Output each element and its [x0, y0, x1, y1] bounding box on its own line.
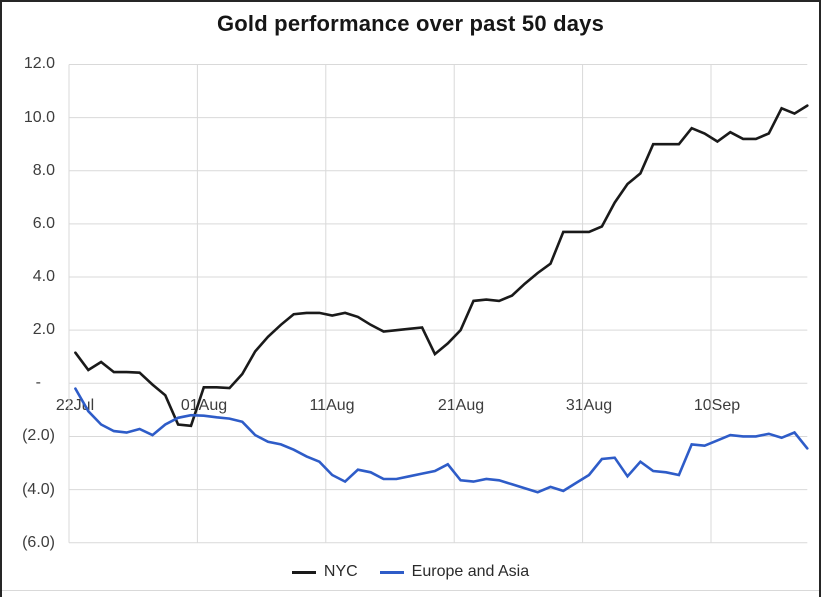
- x-axis-label: 22Jul: [55, 397, 95, 414]
- bottom-divider: [2, 590, 819, 591]
- x-axis-label: 10Sep: [693, 397, 741, 414]
- y-axis-label: 6.0: [32, 215, 55, 232]
- legend-item-nyc: NYC: [291, 563, 358, 581]
- y-axis-label: (2.0): [22, 427, 55, 444]
- legend: NYC Europe and Asia: [2, 563, 819, 581]
- x-axis-label: 21Aug: [437, 397, 485, 414]
- y-axis-label: 4.0: [32, 268, 55, 285]
- y-axis-label: (4.0): [22, 481, 55, 498]
- y-axis-label: (6.0): [22, 534, 55, 551]
- legend-label-nyc: NYC: [323, 563, 358, 580]
- y-axis-label: 2.0: [32, 321, 55, 338]
- nyc-line-swatch: [291, 570, 316, 574]
- legend-item-europe-and-asia: Europe and Asia: [379, 563, 530, 581]
- y-axis-label: 8.0: [32, 162, 55, 179]
- x-axis-label: 31Aug: [565, 397, 613, 414]
- series-line-europe-and-asia: [74, 387, 809, 494]
- legend-label-europe-and-asia: Europe and Asia: [411, 563, 530, 580]
- x-axis-label: 11Aug: [309, 397, 355, 414]
- x-axis-label: 01Aug: [180, 397, 228, 414]
- series-line-nyc: [74, 104, 809, 428]
- y-axis-label: -: [35, 374, 41, 391]
- chart-title: Gold performance over past 50 days: [216, 11, 605, 36]
- y-axis-label: 10.0: [23, 109, 55, 126]
- europe-and-asia-line-swatch: [379, 570, 404, 574]
- y-axis-label: 12.0: [23, 55, 55, 72]
